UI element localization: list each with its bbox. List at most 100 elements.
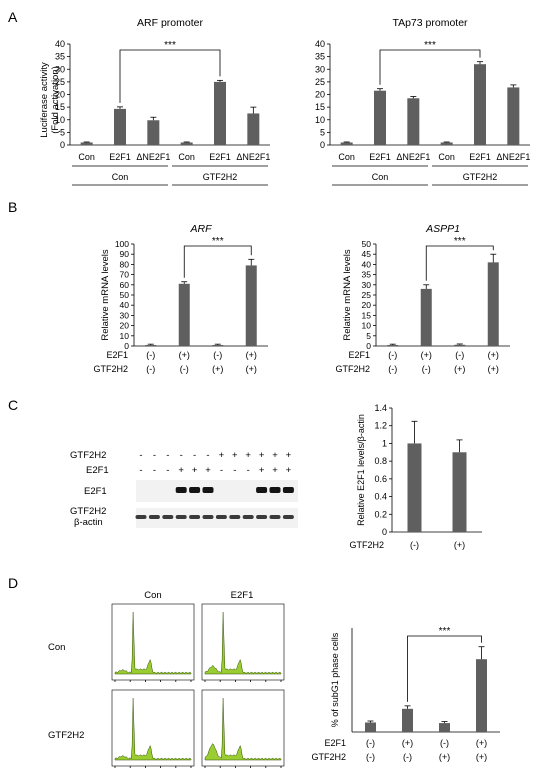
facs-histograms [111, 603, 285, 768]
e2f1-quant-ytick-label: 0.6 [374, 474, 387, 484]
blot-lane-gtf2h2-sign: + [232, 450, 238, 461]
blot-lane-gtf2h2-sign: - [139, 450, 142, 461]
arf-bar [80, 142, 93, 145]
blot-lane-e2f1-sign: + [272, 465, 278, 476]
arf-mrna-title: ARF [190, 223, 213, 235]
subg1-condition-gtf2h2: (-) [403, 752, 412, 762]
tap73-significance-bracket [379, 49, 481, 85]
panel-a-ylabel: Luciferase activity (Fold activation) [39, 62, 61, 138]
tap73-bar [507, 87, 520, 145]
actin-band [148, 515, 160, 519]
e2f1-quant-ytick-label: 1.2 [374, 421, 387, 431]
arf-bar [114, 108, 126, 145]
aspp1-mrna-condition-e2f1: (-) [455, 350, 464, 360]
arf-significance-label: *** [164, 40, 176, 51]
facs-histogram-curve [114, 698, 192, 761]
facs-histogram-curve [204, 698, 282, 761]
arf-mrna-bar [212, 344, 224, 346]
e2f1-band [175, 487, 187, 493]
arf-mrna-ytick-label: 20 [120, 321, 130, 331]
aspp1-mrna-condition-e2f1: (+) [421, 350, 432, 360]
subg1-bar [439, 723, 450, 732]
tap73-ytick-label: 5 [320, 127, 325, 137]
arf-significance-bracket [119, 49, 221, 103]
facs-histogram-curve [114, 612, 192, 675]
arf-mrna-ytick-label: 90 [120, 249, 130, 259]
arf-mrna-ytick-label: 70 [120, 270, 130, 280]
facs-row-label-gtf2h2: GTF2H2 [48, 730, 84, 741]
blot-lane-gtf2h2-sign: - [193, 450, 196, 461]
tap73-significance-label: *** [424, 40, 436, 51]
aspp1-mrna-ytick-label: 20 [362, 300, 372, 310]
tap73-ytick-label: 35 [315, 52, 325, 62]
subg1-bar [365, 722, 376, 732]
subg1-row-label-gtf2h2: GTF2H2 [311, 752, 346, 762]
aspp1-mrna-title: ASPP1 [425, 223, 460, 235]
arf-category-label: Con [178, 152, 195, 162]
facs-histogram-curve [204, 612, 282, 675]
aspp1-mrna-condition-e2f1: (+) [488, 350, 499, 360]
aspp1-mrna-condition-gtf2h2: (-) [422, 364, 431, 374]
western-blot: GTF2H2 E2F1 E2F1 GTF2H2 β-actin - - - - - - + +… [70, 450, 298, 528]
tap73-category-label: ΔNE2F1 [496, 152, 530, 162]
subg1-condition-gtf2h2: (+) [439, 752, 450, 762]
subg1-row-label-e2f1: E2F1 [324, 738, 346, 748]
arf-mrna-ytick-label: 60 [120, 280, 130, 290]
e2f1-quant-ytick-label: 0 [382, 527, 387, 537]
facs-histogram-frame [201, 603, 285, 681]
aspp1-mrna-condition-e2f1: (-) [388, 350, 397, 360]
tap73-ytick-label: 10 [315, 115, 325, 125]
tap73-ytick-label: 15 [315, 102, 325, 112]
actin-band [256, 515, 268, 519]
facs-histogram-frame [111, 689, 195, 767]
arf-mrna-condition-gtf2h2: (+) [246, 364, 257, 374]
e2f1-quant-bar [452, 452, 467, 532]
actin-band [282, 515, 294, 519]
tap73-bar [440, 142, 453, 145]
tap73-bar [407, 98, 420, 145]
arf-promoter-chart: 0 5 10 15 20 25 30 35 40 *** ARF promoter Con E2F1 ΔN… [55, 17, 270, 186]
blot-lane-gtf2h2-sign: - [166, 450, 169, 461]
blot-lane-e2f1-sign: - [220, 465, 223, 476]
arf-mrna-condition-e2f1: (+) [246, 350, 257, 360]
blot-lane-gtf2h2-sign: - [206, 450, 209, 461]
arf-mrna-condition-gtf2h2: (-) [146, 364, 155, 374]
aspp1-mrna-bar [454, 344, 466, 346]
blot-lane-e2f1-sign: - [153, 465, 156, 476]
actin-band [135, 515, 147, 519]
panel-a-letter: A [8, 9, 18, 25]
panel-b-letter: B [8, 199, 17, 215]
actin-band [229, 515, 241, 519]
blot-lane-gtf2h2-sign: + [259, 450, 265, 461]
blot-band-label-gtf2h2: GTF2H2 [70, 506, 106, 517]
e2f1-quant-ytick-label: 0.8 [374, 456, 387, 466]
e2f1-band [256, 487, 268, 493]
tap73-category-label: ΔNE2F1 [396, 152, 430, 162]
aspp1-mrna-ytick-label: 15 [362, 310, 372, 320]
facs-row-label-con: Con [48, 642, 65, 653]
tap73-title: TAp73 promoter [392, 17, 468, 29]
actin-band [175, 515, 187, 519]
arf-mrna-row-label-e2f1: E2F1 [106, 350, 128, 360]
e2f1-quant-row-label: GTF2H2 [349, 540, 384, 550]
arf-ytick-label: 40 [55, 39, 65, 49]
tap73-ytick-label: 25 [315, 77, 325, 87]
e2f1-quant-bar [407, 443, 422, 532]
arf-category-label: ΔNE2F1 [136, 152, 170, 162]
arf-mrna-condition-gtf2h2: (-) [180, 364, 189, 374]
arf-ytick-label: 20 [55, 90, 65, 100]
blot-row-label-gtf2h2: GTF2H2 [70, 450, 106, 461]
blot-lane-gtf2h2-sign: - [153, 450, 156, 461]
arf-bar [247, 113, 260, 145]
arf-mrna-ytick-label: 30 [120, 310, 130, 320]
arf-title: ARF promoter [137, 17, 203, 29]
blot-lane-e2f1-sign: - [166, 465, 169, 476]
arf-ytick-label: 0 [60, 140, 65, 150]
blot-lane-gtf2h2-sign: + [272, 450, 278, 461]
arf-mrna-ytick-label: 0 [124, 341, 129, 351]
arf-ytick-label: 25 [55, 77, 65, 87]
e2f1-band [189, 487, 201, 493]
actin-band [202, 515, 214, 519]
arf-mrna-ytick-label: 100 [115, 239, 129, 249]
